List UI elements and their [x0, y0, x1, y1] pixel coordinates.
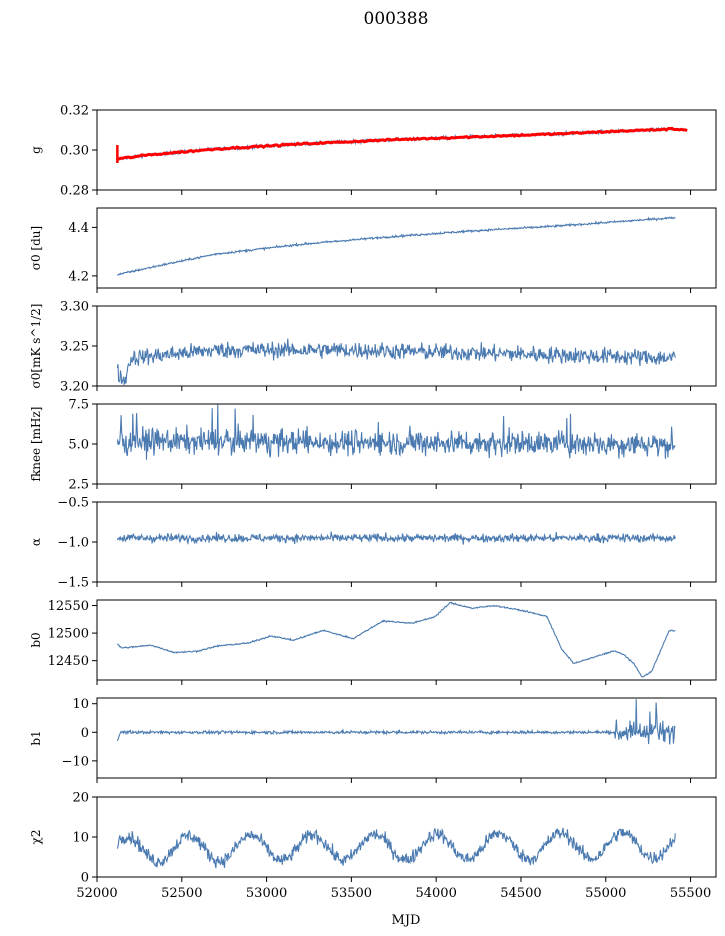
- figure-title: 000388: [364, 9, 429, 29]
- y-tick-label: 3.20: [60, 380, 89, 395]
- y-axis-label: fknee [mHz]: [29, 407, 43, 482]
- x-tick-label: 53500: [331, 886, 372, 901]
- y-tick-label: 12500: [48, 627, 89, 642]
- panel-frame: [96, 501, 717, 583]
- y-tick-label: 3.25: [60, 340, 89, 355]
- y-axis-label: σ0 [du]: [29, 226, 43, 270]
- panel-3: 3.20 3.25 3.30 σ0[mK s^1/2]: [29, 300, 717, 395]
- series-line-7: [116, 699, 676, 745]
- y-tick-label: −10: [62, 754, 89, 769]
- y-axis-label: b0: [29, 632, 43, 647]
- series-line-8: [116, 827, 676, 869]
- y-axis-label: α: [29, 538, 43, 546]
- panel-frame: [96, 305, 717, 387]
- x-tick-label: 52000: [76, 886, 117, 901]
- x-tick-label: 52500: [161, 886, 202, 901]
- x-tick-label: 55000: [585, 886, 626, 901]
- y-tick-label: 10: [72, 697, 89, 712]
- y-tick-label: −1.5: [57, 576, 89, 591]
- y-tick-label: 0: [81, 726, 89, 741]
- y-tick-label: 0: [81, 871, 89, 886]
- panel-5: −1.5 −1.0 −0.5 α: [29, 496, 717, 591]
- panel-2: 4.2 4.4 σ0 [du]: [29, 207, 717, 293]
- panel-frame: [96, 599, 717, 681]
- y-axis-label: g: [29, 146, 43, 154]
- y-tick-label: 12450: [48, 654, 89, 669]
- y-tick-label: −0.5: [57, 496, 89, 511]
- x-tick-label: 54500: [500, 886, 541, 901]
- x-tick-label: 54000: [415, 886, 456, 901]
- y-tick-label: 20: [72, 791, 89, 806]
- series-line-3: [116, 338, 676, 386]
- panel-1: 0.28 0.30 0.32 g: [29, 104, 717, 199]
- y-tick-label: 3.30: [60, 300, 89, 315]
- y-axis-label: σ0[mK s^1/2]: [29, 304, 43, 389]
- panels: 0.28 0.30 0.32 g 4.2 4.4 σ0 [du] 3.20 3.25 3.30 σ0…: [29, 104, 717, 901]
- panel-8: 0 10 20 χ2: [29, 791, 717, 886]
- panel-6: 12450 12500 12550 b0: [29, 599, 717, 685]
- y-axis-label: b1: [29, 730, 43, 745]
- y-tick-label: 2.5: [68, 478, 89, 493]
- y-tick-label: 7.5: [68, 398, 89, 413]
- x-axis-label: MJD: [392, 913, 421, 928]
- panel-frame: [96, 697, 717, 779]
- y-tick-label: −1.0: [57, 536, 89, 551]
- y-axis-label: χ2: [29, 830, 43, 845]
- x-tick-label: 55500: [670, 886, 711, 901]
- y-tick-label: 5.0: [68, 438, 89, 453]
- y-tick-label: 0.32: [60, 104, 89, 119]
- series-line-4: [116, 404, 676, 460]
- panel-7: −10 0 10 b1: [29, 697, 717, 783]
- y-tick-label: 10: [72, 831, 89, 846]
- series-line-5: [116, 531, 676, 545]
- series-line-2: [116, 216, 676, 276]
- y-tick-label: 12550: [48, 599, 89, 614]
- y-tick-label: 0.28: [60, 184, 89, 199]
- series-line-6: [116, 601, 676, 678]
- x-tick-label: 53000: [246, 886, 287, 901]
- panel-4: 2.5 5.0 7.5 fknee [mHz]: [29, 398, 717, 493]
- fit-line: [117, 126, 688, 161]
- y-tick-label: 4.4: [68, 221, 89, 236]
- y-tick-label: 4.2: [68, 269, 89, 284]
- y-tick-label: 0.30: [60, 144, 89, 159]
- panel-frame: [96, 207, 717, 289]
